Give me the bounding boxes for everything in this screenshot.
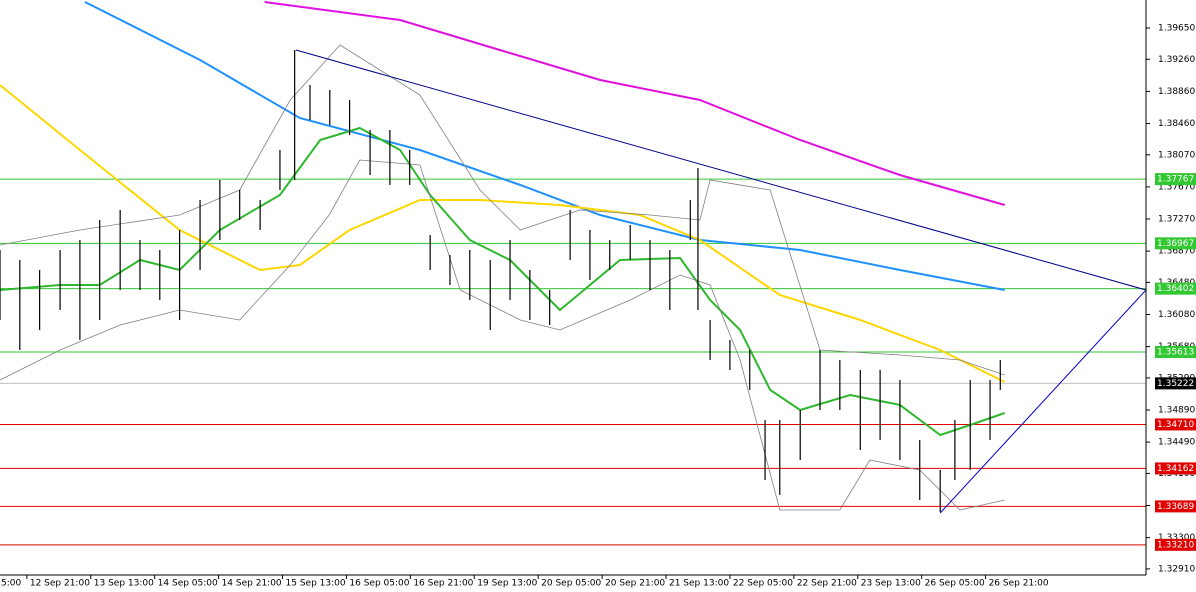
y-tick-label: 1.34490 [1158, 438, 1195, 448]
x-tick-label: 22 Sep 21:00 [797, 579, 857, 589]
y-tick-label: 1.34890 [1158, 406, 1195, 416]
price-tag-label: 1.36967 [1157, 239, 1194, 249]
x-tick-label: 13 Sep 13:00 [94, 579, 154, 589]
price-tag [1155, 462, 1196, 475]
x-tick-label: 26 Sep 05:00 [925, 579, 985, 589]
price-tag-label: 1.37767 [1157, 175, 1194, 185]
x-tick-label: 16 Sep 21:00 [413, 579, 473, 589]
trendline [295, 49, 1147, 291]
price-tag [1155, 418, 1196, 431]
price-tag-label: 1.35613 [1157, 347, 1194, 357]
bollinger-band [0, 159, 1005, 511]
moving-average [264, 1, 1005, 206]
x-tick-label: 23 Sep 13:00 [861, 579, 921, 589]
axis-panel [1146, 0, 1196, 592]
trendline [939, 289, 1147, 514]
y-tick-label: 1.32910 [1158, 564, 1195, 574]
x-tick-label: 22 Sep 05:00 [733, 579, 793, 589]
y-tick-label: 1.39650 [1158, 24, 1195, 34]
price-tag [1155, 173, 1196, 186]
price-tag-label: 1.34710 [1157, 420, 1194, 430]
y-tick-label: 1.38070 [1158, 150, 1195, 160]
y-tick-label: 1.37270 [1158, 215, 1195, 225]
moving-average [84, 1, 1005, 291]
price-tag-label: 1.33210 [1157, 540, 1194, 550]
x-tick-label: 26 Sep 21:00 [989, 579, 1049, 589]
price-tag-label: 1.34162 [1157, 464, 1194, 474]
x-tick-label: 20 Sep 21:00 [605, 579, 665, 589]
y-tick-label: 1.36870 [1158, 247, 1195, 257]
price-tag [1155, 345, 1196, 358]
x-tick-label: 5:00 [1, 579, 21, 589]
price-tag [1155, 500, 1196, 513]
y-tick-label: 1.38860 [1158, 87, 1195, 97]
x-tick-label: 14 Sep 21:00 [222, 579, 282, 589]
x-tick-label: 15 Sep 13:00 [286, 579, 346, 589]
y-tick-label: 1.33300 [1158, 533, 1195, 543]
price-tag [1155, 377, 1196, 390]
x-tick-label: 16 Sep 05:00 [349, 579, 409, 589]
bollinger-band [0, 44, 1005, 376]
x-tick-label: 12 Sep 21:00 [30, 579, 90, 589]
axis-panel [0, 575, 1196, 592]
x-tick-label: 14 Sep 05:00 [158, 579, 218, 589]
y-tick-label: 1.38460 [1158, 119, 1195, 129]
x-tick-label: 20 Sep 05:00 [541, 579, 601, 589]
price-tag-label: 1.33689 [1157, 502, 1194, 512]
x-tick-label: 21 Sep 13:00 [669, 579, 729, 589]
y-tick-label: 1.36080 [1158, 310, 1195, 320]
price-tag [1155, 282, 1196, 295]
price-tag [1155, 237, 1196, 250]
x-tick-label: 19 Sep 13:00 [477, 579, 537, 589]
price-tag-label: 1.36402 [1157, 284, 1194, 294]
y-tick-label: 1.39260 [1158, 55, 1195, 65]
price-tag-label: 1.35222 [1157, 379, 1194, 389]
price-tag [1155, 538, 1196, 551]
y-tick-label: 1.37670 [1158, 182, 1195, 192]
